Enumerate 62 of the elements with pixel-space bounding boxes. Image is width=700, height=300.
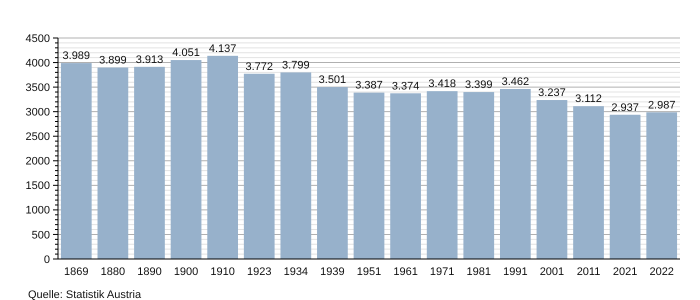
bar	[573, 106, 604, 259]
data-label: 2.987	[648, 99, 676, 112]
bar	[280, 72, 312, 259]
x-tick-label: 2021	[612, 266, 638, 278]
x-tick-label: 1923	[246, 266, 272, 278]
x-tick-label: 1880	[100, 266, 126, 278]
bar	[244, 74, 275, 259]
bar	[134, 66, 165, 259]
data-label: 3.399	[465, 79, 493, 92]
bar	[536, 100, 568, 259]
x-tick-label: 1961	[393, 266, 418, 278]
x-tick-label: 1869	[64, 266, 89, 278]
data-label: 2.937	[611, 102, 639, 114]
x-tick-label: 1900	[174, 266, 198, 278]
y-tick-label: 3500	[26, 82, 50, 94]
y-tick-label: 0	[44, 254, 50, 266]
bar	[60, 63, 92, 259]
x-tick-label: 1910	[210, 266, 235, 278]
y-tick-label: 3000	[26, 106, 50, 119]
bar	[207, 56, 238, 259]
data-label: 3.237	[538, 87, 566, 100]
bar	[354, 92, 384, 259]
bar	[426, 91, 458, 259]
y-tick-label: 2000	[26, 156, 50, 168]
x-tick-label: 1991	[503, 266, 528, 278]
data-label: 4.137	[208, 42, 236, 55]
data-label: 3.387	[355, 80, 383, 92]
data-label: 3.799	[282, 59, 310, 72]
y-tick-label: 1500	[26, 180, 50, 192]
data-label: 3.501	[318, 74, 346, 86]
bar	[646, 112, 678, 259]
y-tick-label: 2500	[26, 131, 50, 144]
x-tick-label: 1981	[466, 266, 492, 278]
data-label: 3.112	[575, 93, 602, 106]
data-label: 4.051	[172, 47, 200, 60]
bar	[610, 114, 640, 259]
x-tick-label: 1939	[320, 266, 345, 278]
y-tick-label: 1000	[26, 204, 50, 217]
bar	[170, 60, 202, 259]
data-label: 3.913	[136, 54, 164, 66]
x-tick-label: 2001	[540, 266, 564, 278]
data-label: 3.899	[99, 54, 127, 67]
source-note: Quelle: Statistik Austria	[28, 289, 142, 300]
y-tick-label: 4000	[26, 57, 50, 70]
bar	[98, 68, 128, 259]
bar	[500, 88, 531, 259]
x-tick-label: 2011	[576, 266, 600, 278]
data-label: 3.462	[502, 76, 530, 88]
y-tick-label: 4500	[26, 32, 50, 45]
x-tick-label: 1951	[356, 266, 382, 278]
data-label: 3.374	[392, 80, 420, 92]
x-tick-label: 1890	[137, 266, 162, 278]
data-label: 3.772	[245, 60, 273, 73]
x-tick-label: 1934	[284, 266, 308, 278]
x-tick-label: 1971	[430, 266, 454, 278]
data-label: 3.418	[428, 78, 456, 90]
data-label: 3.989	[62, 50, 90, 62]
bar	[317, 87, 348, 259]
bar	[463, 92, 494, 259]
y-tick-label: 500	[32, 229, 50, 242]
bar	[390, 93, 421, 259]
x-tick-label: 2022	[649, 266, 674, 278]
